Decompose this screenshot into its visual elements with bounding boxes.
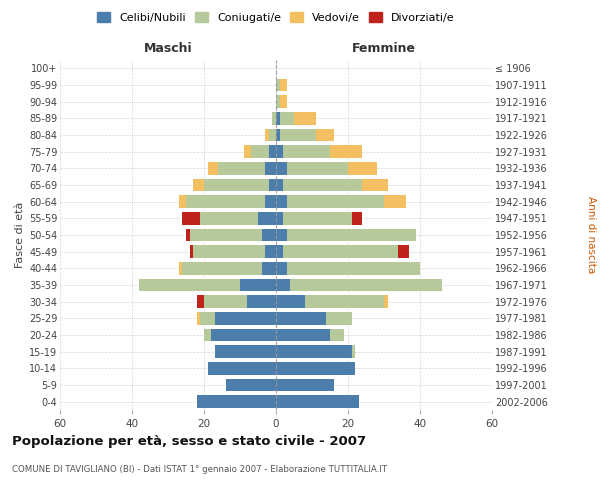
Bar (276, 396, 359, 408)
Bar (197, 296, 204, 308)
Bar (348, 162, 377, 174)
Bar (330, 146, 362, 158)
Bar (269, 146, 276, 158)
Bar (280, 96, 287, 108)
Bar (362, 179, 388, 192)
Bar (287, 229, 416, 241)
Bar (193, 179, 204, 192)
Bar (276, 379, 334, 391)
Bar (384, 196, 406, 208)
Bar (258, 212, 276, 224)
Bar (265, 196, 276, 208)
Bar (276, 262, 287, 274)
Bar (280, 112, 294, 124)
Bar (316, 129, 334, 141)
Bar (276, 96, 280, 108)
Bar (265, 246, 276, 258)
Bar (247, 296, 276, 308)
Bar (280, 129, 316, 141)
Bar (215, 312, 276, 324)
Bar (204, 179, 269, 192)
Bar (226, 379, 276, 391)
Bar (276, 146, 283, 158)
Bar (276, 129, 280, 141)
Bar (193, 246, 265, 258)
Bar (276, 196, 287, 208)
Bar (276, 312, 326, 324)
Text: COMUNE DI TAVIGLIANO (BI) - Dati ISTAT 1° gennaio 2007 - Elaborazione TUTTITALIA: COMUNE DI TAVIGLIANO (BI) - Dati ISTAT 1… (12, 465, 387, 474)
Bar (179, 262, 182, 274)
Bar (276, 229, 287, 241)
Bar (215, 346, 276, 358)
Bar (276, 212, 283, 224)
Bar (398, 246, 409, 258)
Y-axis label: Fasce di età: Fasce di età (14, 202, 25, 268)
Bar (200, 312, 215, 324)
Bar (287, 196, 384, 208)
Bar (265, 129, 269, 141)
Bar (276, 79, 280, 92)
Bar (179, 196, 186, 208)
Bar (326, 312, 352, 324)
Bar (287, 262, 420, 274)
Text: Anni di nascita: Anni di nascita (586, 196, 596, 274)
Bar (276, 346, 352, 358)
Bar (190, 229, 262, 241)
Bar (265, 162, 276, 174)
Bar (276, 112, 280, 124)
Legend: Celibi/Nubili, Coniugati/e, Vedovi/e, Divorziati/e: Celibi/Nubili, Coniugati/e, Vedovi/e, Di… (93, 8, 459, 28)
Bar (251, 146, 269, 158)
Bar (283, 146, 330, 158)
Bar (182, 212, 200, 224)
Bar (352, 346, 355, 358)
Bar (276, 162, 287, 174)
Bar (330, 329, 344, 341)
Bar (190, 246, 193, 258)
Bar (352, 212, 362, 224)
Bar (269, 129, 276, 141)
Bar (276, 246, 283, 258)
Bar (280, 79, 287, 92)
Text: Popolazione per età, sesso e stato civile - 2007: Popolazione per età, sesso e stato civil… (12, 435, 366, 448)
Bar (197, 396, 276, 408)
Bar (244, 146, 251, 158)
Bar (218, 162, 265, 174)
Bar (276, 296, 305, 308)
Bar (262, 262, 276, 274)
Bar (186, 229, 190, 241)
Bar (276, 362, 355, 374)
Bar (269, 179, 276, 192)
Bar (290, 279, 442, 291)
Bar (139, 279, 240, 291)
Bar (186, 196, 265, 208)
Bar (272, 112, 276, 124)
Bar (204, 329, 211, 341)
Bar (208, 362, 276, 374)
Bar (276, 179, 283, 192)
Bar (287, 162, 348, 174)
Bar (197, 312, 200, 324)
Text: Femmine: Femmine (352, 42, 416, 55)
Bar (262, 229, 276, 241)
Bar (294, 112, 316, 124)
Bar (305, 296, 384, 308)
Bar (283, 246, 398, 258)
Bar (208, 162, 218, 174)
Bar (182, 262, 262, 274)
Bar (276, 329, 330, 341)
Bar (211, 329, 276, 341)
Bar (384, 296, 388, 308)
Bar (276, 279, 290, 291)
Bar (204, 296, 247, 308)
Bar (283, 179, 362, 192)
Bar (240, 279, 276, 291)
Bar (283, 212, 352, 224)
Bar (200, 212, 258, 224)
Text: Maschi: Maschi (143, 42, 193, 55)
